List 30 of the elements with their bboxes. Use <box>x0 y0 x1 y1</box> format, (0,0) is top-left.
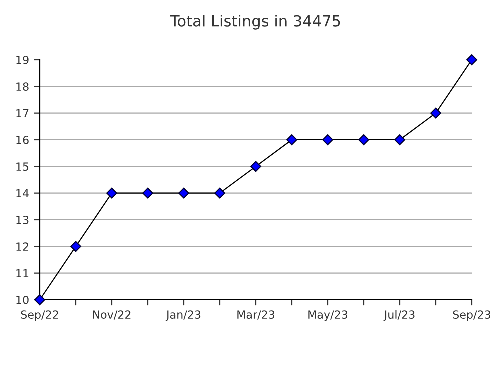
point <box>178 188 190 199</box>
y-tick-label: 12 <box>16 242 28 251</box>
point <box>322 134 334 146</box>
x-tick-label: Sep/22 <box>21 310 58 322</box>
point <box>358 134 370 146</box>
point <box>250 161 262 172</box>
point <box>70 241 82 252</box>
point <box>430 108 442 119</box>
y-tick-label: 17 <box>16 109 29 118</box>
y-tick-label: 10 <box>16 296 29 304</box>
point <box>34 294 46 306</box>
x-tick-label: May/23 <box>308 310 348 322</box>
point <box>394 134 406 146</box>
y-tick-label: 15 <box>16 162 29 172</box>
chart-title: Total Listings in 34475 <box>170 15 340 30</box>
y-tick-label: 19 <box>16 56 29 64</box>
y-tick-label: 11 <box>16 269 29 278</box>
x-tick-label: Mar/23 <box>238 310 275 320</box>
x-tick-label: Nov/22 <box>93 310 131 320</box>
y-tick-label: 16 <box>16 136 29 144</box>
y-tick-label: 13 <box>16 216 29 224</box>
x-tick-label: Jul/23 <box>384 310 415 322</box>
point <box>214 188 226 199</box>
x-tick-label: Jan/23 <box>166 310 201 322</box>
point <box>286 134 298 146</box>
y-tick-label: 18 <box>16 82 29 92</box>
point <box>106 188 118 199</box>
point <box>466 54 478 66</box>
point <box>142 188 154 199</box>
y-tick-label: 14 <box>16 189 29 198</box>
